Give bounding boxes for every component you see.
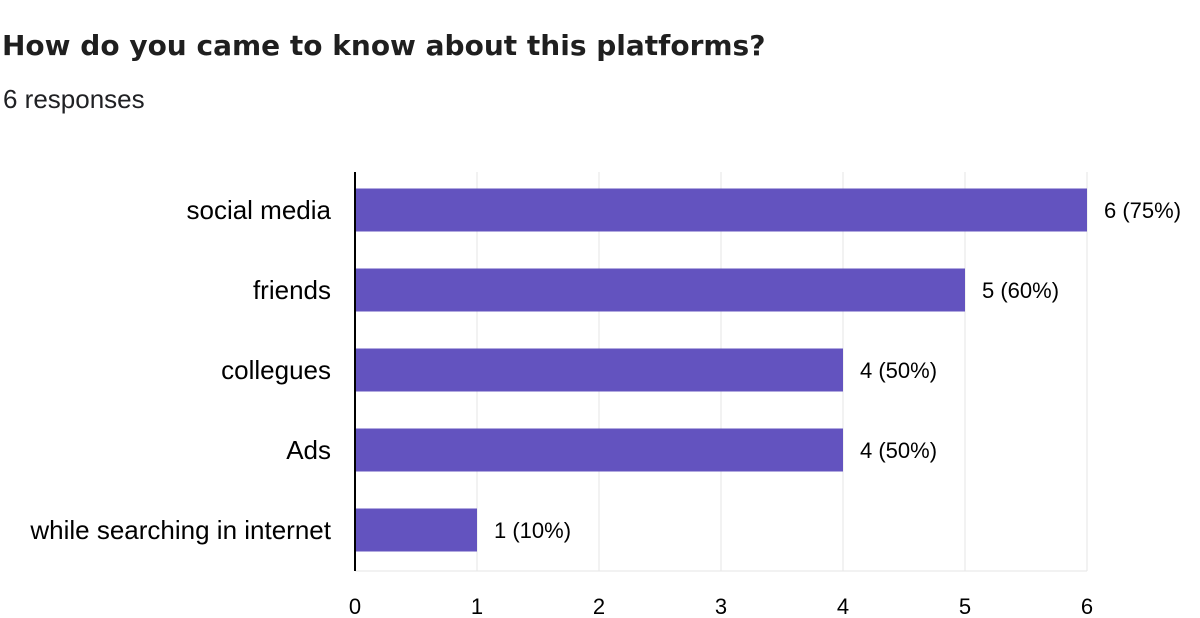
response-count: 6 responses (3, 84, 145, 114)
bar (355, 508, 477, 552)
category-label: friends (253, 275, 331, 305)
x-tick-label: 4 (837, 594, 849, 618)
category-label: while searching in internet (29, 515, 331, 545)
category-label: collegues (221, 355, 331, 385)
bar (355, 348, 843, 392)
chart-title: How do you came to know about this platf… (2, 29, 766, 62)
labels: 0 1 2 3 4 5 6 social media 6 (75%) friends 5 (60%)… (29, 195, 1181, 618)
bars (355, 188, 1087, 552)
x-tick-label: 3 (715, 594, 727, 618)
bar (355, 428, 843, 472)
x-tick-label: 6 (1081, 594, 1093, 618)
category-label: Ads (286, 435, 331, 465)
x-tick-label: 5 (959, 594, 971, 618)
bar (355, 268, 965, 312)
x-tick-label: 0 (349, 594, 361, 618)
category-label: social media (186, 195, 331, 225)
data-label: 4 (50%) (860, 358, 937, 383)
x-tick-label: 2 (593, 594, 605, 618)
data-label: 5 (60%) (982, 278, 1059, 303)
data-label: 1 (10%) (494, 518, 571, 543)
data-label: 4 (50%) (860, 438, 937, 463)
x-tick-label: 1 (471, 594, 483, 618)
bar (355, 188, 1087, 232)
data-label: 6 (75%) (1104, 198, 1181, 223)
